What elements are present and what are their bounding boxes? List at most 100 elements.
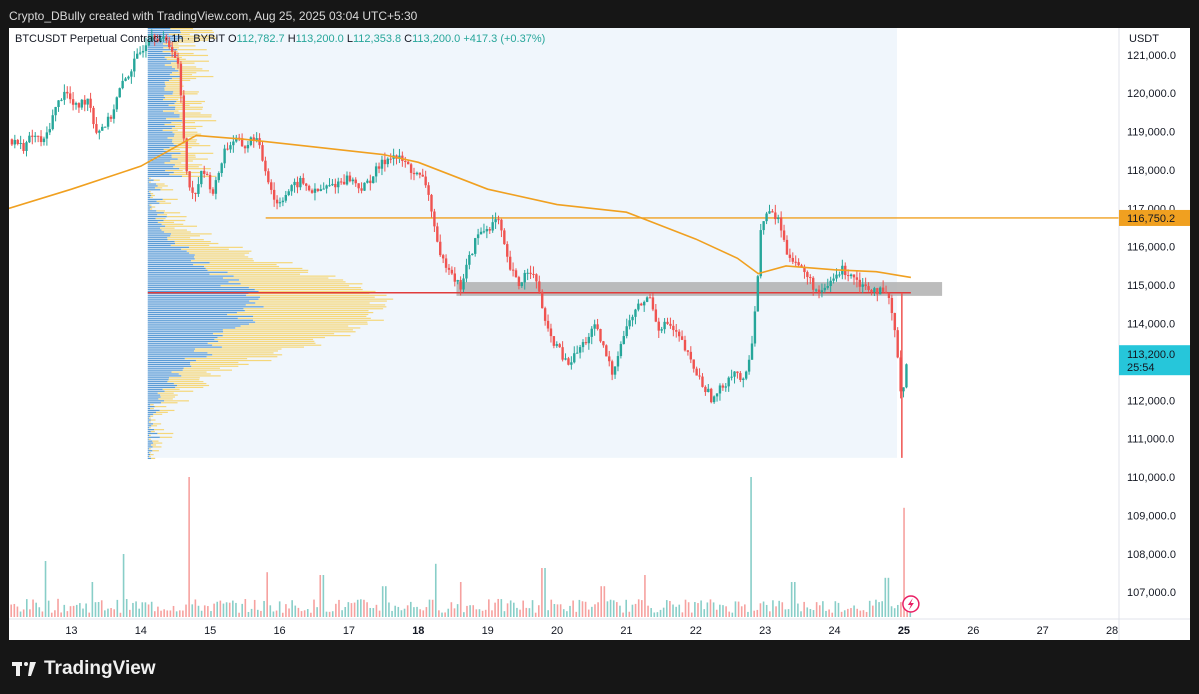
candle-body — [733, 371, 736, 377]
volume-bar — [250, 608, 253, 617]
candle-body — [634, 309, 637, 317]
volume-bar — [856, 608, 859, 617]
profile-bar-buy — [147, 448, 150, 450]
profile-bar-buy — [147, 131, 173, 133]
candle-body — [596, 324, 599, 330]
profile-bar-sell — [171, 371, 207, 373]
candle-body — [846, 275, 850, 277]
volume-bar — [350, 603, 353, 617]
profile-bar-buy — [147, 367, 184, 369]
profile-bar-buy — [147, 233, 172, 235]
candle-body — [98, 130, 101, 133]
volume-bar — [516, 607, 518, 617]
tradingview-logo[interactable]: TradingView — [12, 658, 156, 680]
profile-bar-sell — [171, 62, 195, 64]
volume-bar — [263, 600, 265, 617]
bar-countdown-text: 25:54 — [1127, 362, 1155, 374]
candle-body — [573, 353, 576, 363]
candle-body — [124, 78, 127, 81]
volume-bar — [438, 610, 440, 617]
volume-bar — [303, 610, 306, 617]
profile-bar-sell — [263, 306, 387, 308]
profile-bar-sell — [245, 304, 386, 306]
profile-bar-sell — [171, 154, 196, 156]
volume-bar — [328, 611, 331, 617]
volume-bar — [815, 602, 818, 617]
profile-bar-sell — [150, 444, 157, 446]
profile-bar-sell — [254, 288, 363, 291]
candle-body — [229, 145, 232, 150]
profile-bar-sell — [157, 432, 174, 435]
profile-bar-buy — [147, 325, 241, 327]
candle-body — [666, 321, 669, 324]
price-chart[interactable]: USDT 121,000.0 120,000.0 119,000.0 118,000.0… — [9, 28, 1190, 640]
profile-bar-buy — [147, 338, 215, 341]
candle-body — [768, 211, 771, 214]
profile-bar-sell — [228, 281, 346, 283]
candle-body — [835, 274, 838, 279]
candle-body — [640, 303, 643, 306]
profile-bar-buy — [147, 135, 175, 137]
candle-body — [546, 320, 550, 329]
profile-bar-buy — [147, 421, 150, 423]
profile-bar-buy — [147, 125, 176, 128]
symbol-title[interactable]: BTCUSDT Perpetual Contract · 1h · BYBIT — [15, 33, 225, 45]
profile-bar-sell — [171, 45, 196, 47]
volume-bar — [434, 563, 437, 617]
profile-bar-sell — [213, 333, 335, 335]
volume-bar — [153, 611, 156, 617]
profile-bar-sell — [191, 260, 254, 262]
volume-bar — [587, 609, 590, 617]
profile-bar-buy — [147, 231, 165, 233]
candle-body — [494, 219, 497, 223]
volume-bar — [678, 604, 681, 617]
profile-bar-sell — [161, 223, 184, 225]
profile-bar-buy — [147, 333, 214, 335]
profile-bar-sell — [157, 214, 168, 216]
candle-body — [185, 138, 188, 172]
volume-bar — [147, 604, 150, 617]
profile-bar-sell — [183, 367, 220, 369]
profile-bar-buy — [147, 271, 228, 273]
volume-bar — [669, 600, 671, 617]
chart-panel[interactable]: USDT 121,000.0 120,000.0 119,000.0 118,000.0… — [9, 28, 1190, 640]
volume-bar — [335, 603, 337, 617]
profile-bar-buy — [147, 267, 206, 270]
profile-bar-sell — [162, 129, 178, 131]
candle-body — [654, 309, 658, 322]
profile-bar-buy — [147, 244, 171, 247]
candle-body — [485, 229, 489, 232]
profile-bar-buy — [147, 302, 256, 304]
profile-bar-sell — [186, 250, 252, 252]
profile-bar-buy — [147, 436, 160, 438]
moving-average-line[interactable] — [9, 134, 912, 279]
candle-body — [441, 255, 445, 259]
change-value: +417.3 (+0.37%) — [463, 33, 546, 45]
volume-bar — [900, 602, 902, 617]
volume-bar — [200, 610, 203, 617]
candle-body — [750, 343, 754, 360]
candle-body — [794, 261, 797, 263]
volume-bar — [203, 605, 206, 617]
volume-bar — [150, 601, 153, 617]
candle-body — [188, 171, 191, 188]
profile-bar-buy — [147, 440, 153, 442]
profile-bar-buy — [147, 210, 157, 212]
volume-bar — [537, 605, 540, 617]
candle-body — [508, 256, 512, 270]
volume-bar — [44, 561, 47, 617]
profile-bar-sell — [207, 269, 309, 271]
candle-body — [415, 172, 419, 175]
candle-body — [497, 219, 500, 221]
volume-bar — [253, 599, 256, 617]
candle-body — [153, 35, 156, 39]
volume-bar — [416, 606, 418, 617]
profile-bar-buy — [147, 52, 171, 55]
profile-bar-buy — [147, 45, 172, 47]
candle-body — [115, 97, 119, 110]
profile-bar-buy — [147, 306, 264, 308]
candle-body — [176, 57, 180, 64]
candle-body — [421, 174, 424, 177]
profile-bar-buy — [147, 145, 180, 147]
candle-body — [622, 336, 626, 344]
